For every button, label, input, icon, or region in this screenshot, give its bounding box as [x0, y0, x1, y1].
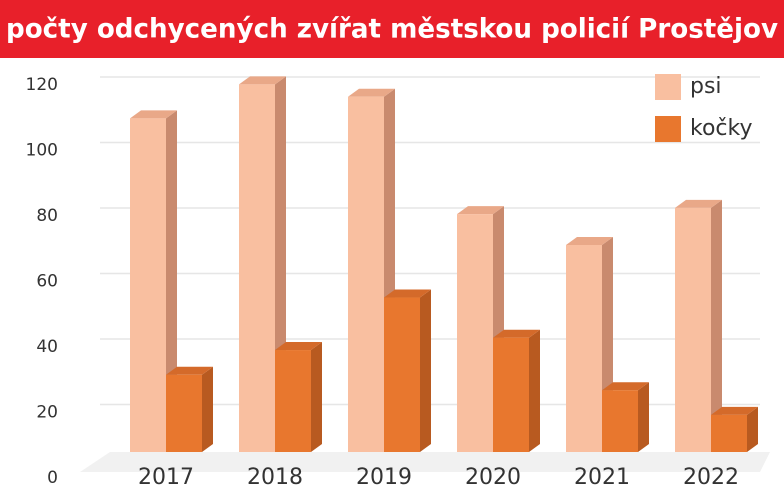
bar-top: [457, 206, 504, 215]
bar-top: [602, 382, 649, 391]
bar: [566, 245, 602, 452]
bar-top: [239, 76, 286, 85]
bar-side: [420, 289, 431, 452]
bar-side: [711, 199, 722, 452]
x-tick-label: 2021: [574, 465, 630, 490]
legend-label: psi: [690, 74, 722, 99]
bar-side: [202, 366, 213, 452]
legend-swatch: [655, 116, 681, 142]
y-tick-label: 40: [36, 337, 58, 357]
y-tick-label: 20: [36, 403, 58, 423]
bar-side: [529, 329, 540, 452]
bar: [711, 414, 747, 452]
y-tick-label: 0: [47, 468, 58, 488]
x-tick-label: 2022: [683, 465, 739, 490]
bar: [675, 207, 711, 452]
bar-top: [675, 199, 722, 208]
bar-top: [130, 110, 177, 119]
x-tick-label: 2019: [356, 465, 412, 490]
bar-side: [747, 406, 758, 452]
chart-title: počty odchycených zvířat městskou polici…: [6, 14, 778, 45]
bar-top: [275, 342, 322, 351]
bar: [166, 374, 202, 452]
x-tick-label: 2020: [465, 465, 521, 490]
y-tick-label: 120: [26, 75, 58, 95]
bar-side: [166, 110, 177, 453]
bar-top: [348, 88, 395, 97]
bar-top: [493, 329, 540, 338]
x-tick-label: 2017: [138, 465, 194, 490]
legend-swatch: [655, 74, 681, 100]
y-tick-label: 60: [36, 272, 58, 292]
bar: [602, 390, 638, 452]
x-tick-label: 2018: [247, 465, 303, 490]
title-banner: [0, 0, 784, 58]
bar: [457, 214, 493, 452]
bar-top: [711, 406, 758, 415]
legend-label: kočky: [690, 116, 753, 141]
bar-side: [638, 382, 649, 452]
bar: [275, 350, 311, 452]
bar: [493, 337, 529, 452]
bar: [239, 84, 275, 453]
y-tick-label: 100: [26, 141, 58, 161]
bar: [130, 118, 166, 453]
bar-top: [166, 366, 213, 375]
bar-side: [311, 342, 322, 452]
bar: [348, 96, 384, 453]
bar-top: [566, 237, 613, 246]
bar-top: [384, 289, 431, 298]
bar: [384, 297, 420, 452]
y-tick-label: 80: [36, 206, 58, 226]
floor: [80, 452, 770, 472]
